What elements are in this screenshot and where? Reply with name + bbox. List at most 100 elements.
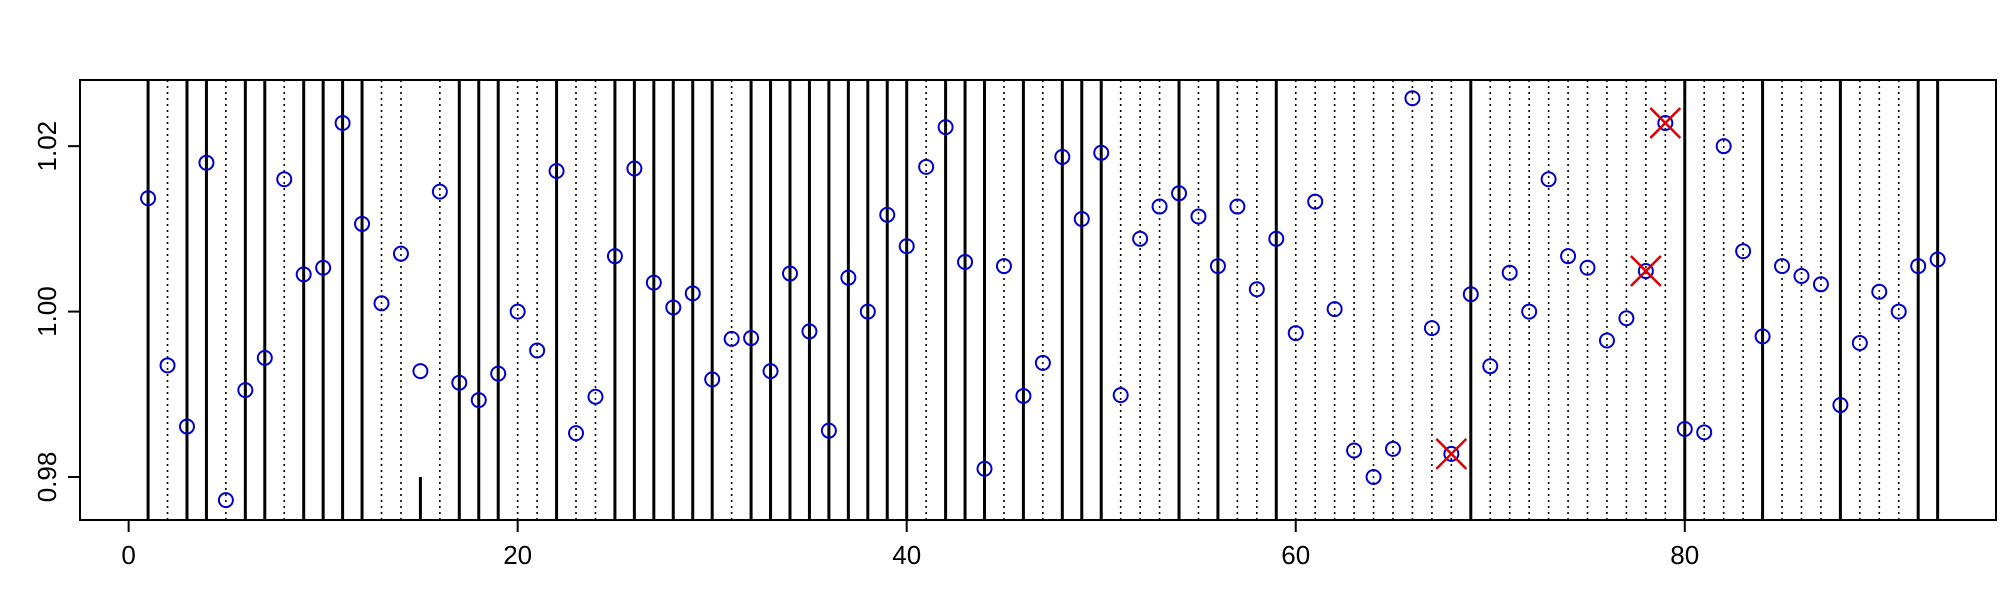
data-point: [1637, 263, 1654, 280]
data-point: [1793, 268, 1810, 285]
data-point: [1501, 264, 1518, 281]
data-point: [1715, 138, 1732, 155]
data-point: [1735, 243, 1752, 260]
data-point: [1598, 332, 1615, 349]
data-point: [1832, 397, 1849, 414]
data-point: [548, 162, 565, 179]
flagged-point-x: [1435, 437, 1468, 470]
axes-layer: 0 20 40 60 80 0.98 1.00 1.02: [32, 79, 1997, 570]
data-point: [451, 374, 468, 391]
data-point: [1890, 303, 1907, 320]
y-tick-label: 1.02: [32, 121, 62, 172]
data-point: [1929, 251, 1946, 268]
data-point: [859, 303, 876, 320]
data-point: [392, 245, 409, 262]
x-tick-label: 0: [121, 540, 135, 570]
data-point: [820, 422, 837, 439]
x-tick-label: 40: [892, 540, 921, 570]
data-point: [256, 349, 273, 366]
data-point: [1365, 468, 1382, 485]
data-point: [1851, 335, 1868, 352]
data-point: [1657, 115, 1674, 132]
data-point: [1696, 424, 1713, 441]
x-tick-label: 20: [503, 540, 532, 570]
data-point: [801, 323, 818, 340]
flagged-point-x: [1629, 255, 1662, 287]
data-point: [509, 303, 526, 320]
plot-frame: [79, 79, 1997, 521]
data-point: [1384, 440, 1401, 457]
data-point: [587, 388, 604, 405]
data-point: [373, 295, 390, 312]
data-point: [1229, 198, 1246, 215]
data-point: [1073, 210, 1090, 227]
data-point: [1287, 325, 1304, 342]
data-point: [1579, 259, 1596, 276]
data-point: [1132, 230, 1149, 247]
y-tick-label: 0.98: [32, 452, 62, 503]
data-point: [626, 160, 643, 177]
data-point: [237, 382, 254, 399]
data-point: [1171, 185, 1188, 202]
data-point: [1754, 328, 1771, 345]
data-point: [412, 363, 429, 380]
data-point: [1151, 198, 1168, 215]
data-point: [1093, 144, 1110, 161]
data-point: [490, 365, 507, 382]
data-point: [1521, 303, 1538, 320]
x-tick-label: 60: [1281, 540, 1310, 570]
data-point: [1248, 281, 1265, 298]
data-point: [1209, 258, 1226, 275]
data-point: [1482, 358, 1499, 375]
data-point: [1540, 171, 1557, 188]
data-point: [995, 258, 1012, 275]
data-point: [840, 269, 857, 286]
data-point: [1404, 90, 1421, 107]
data-point: [1774, 258, 1791, 275]
data-point: [723, 330, 740, 347]
vertical-lines-layer: [146, 80, 1940, 520]
data-point: [898, 238, 915, 255]
data-point: [918, 158, 935, 175]
data-point: [762, 363, 779, 380]
data-point: [470, 392, 487, 409]
data-point: [568, 425, 585, 442]
flagged-point-x: [1649, 107, 1682, 139]
data-point: [1034, 354, 1051, 371]
data-point: [1871, 283, 1888, 300]
data-point: [704, 371, 721, 388]
data-point: [684, 285, 701, 302]
data-point: [937, 119, 954, 136]
data-point: [1443, 445, 1460, 462]
data-point: [976, 460, 993, 477]
data-point: [1307, 193, 1324, 210]
data-point: [1190, 208, 1207, 225]
data-point: [198, 154, 215, 171]
data-point: [1112, 387, 1129, 404]
data-point: [1618, 310, 1635, 327]
data-point: [431, 183, 448, 200]
data-point: [159, 357, 176, 374]
data-point: [1054, 148, 1071, 165]
data-point: [178, 418, 195, 435]
data-point: [217, 492, 234, 509]
data-point: [1346, 442, 1363, 459]
data-point: [1812, 276, 1829, 293]
data-point: [1462, 286, 1479, 303]
data-point: [1560, 248, 1577, 265]
data-point: [140, 190, 157, 207]
data-point: [295, 266, 312, 283]
data-point: [1676, 421, 1693, 438]
data-point: [1423, 320, 1440, 337]
data-point: [957, 253, 974, 270]
data-point: [354, 215, 371, 232]
data-point: [276, 171, 293, 188]
y-tick-label: 1.00: [32, 286, 62, 337]
data-point: [334, 115, 351, 132]
data-point: [1268, 230, 1285, 247]
data-point: [645, 274, 662, 291]
data-point: [1015, 387, 1032, 404]
data-point: [1910, 258, 1927, 275]
data-point: [781, 265, 798, 282]
